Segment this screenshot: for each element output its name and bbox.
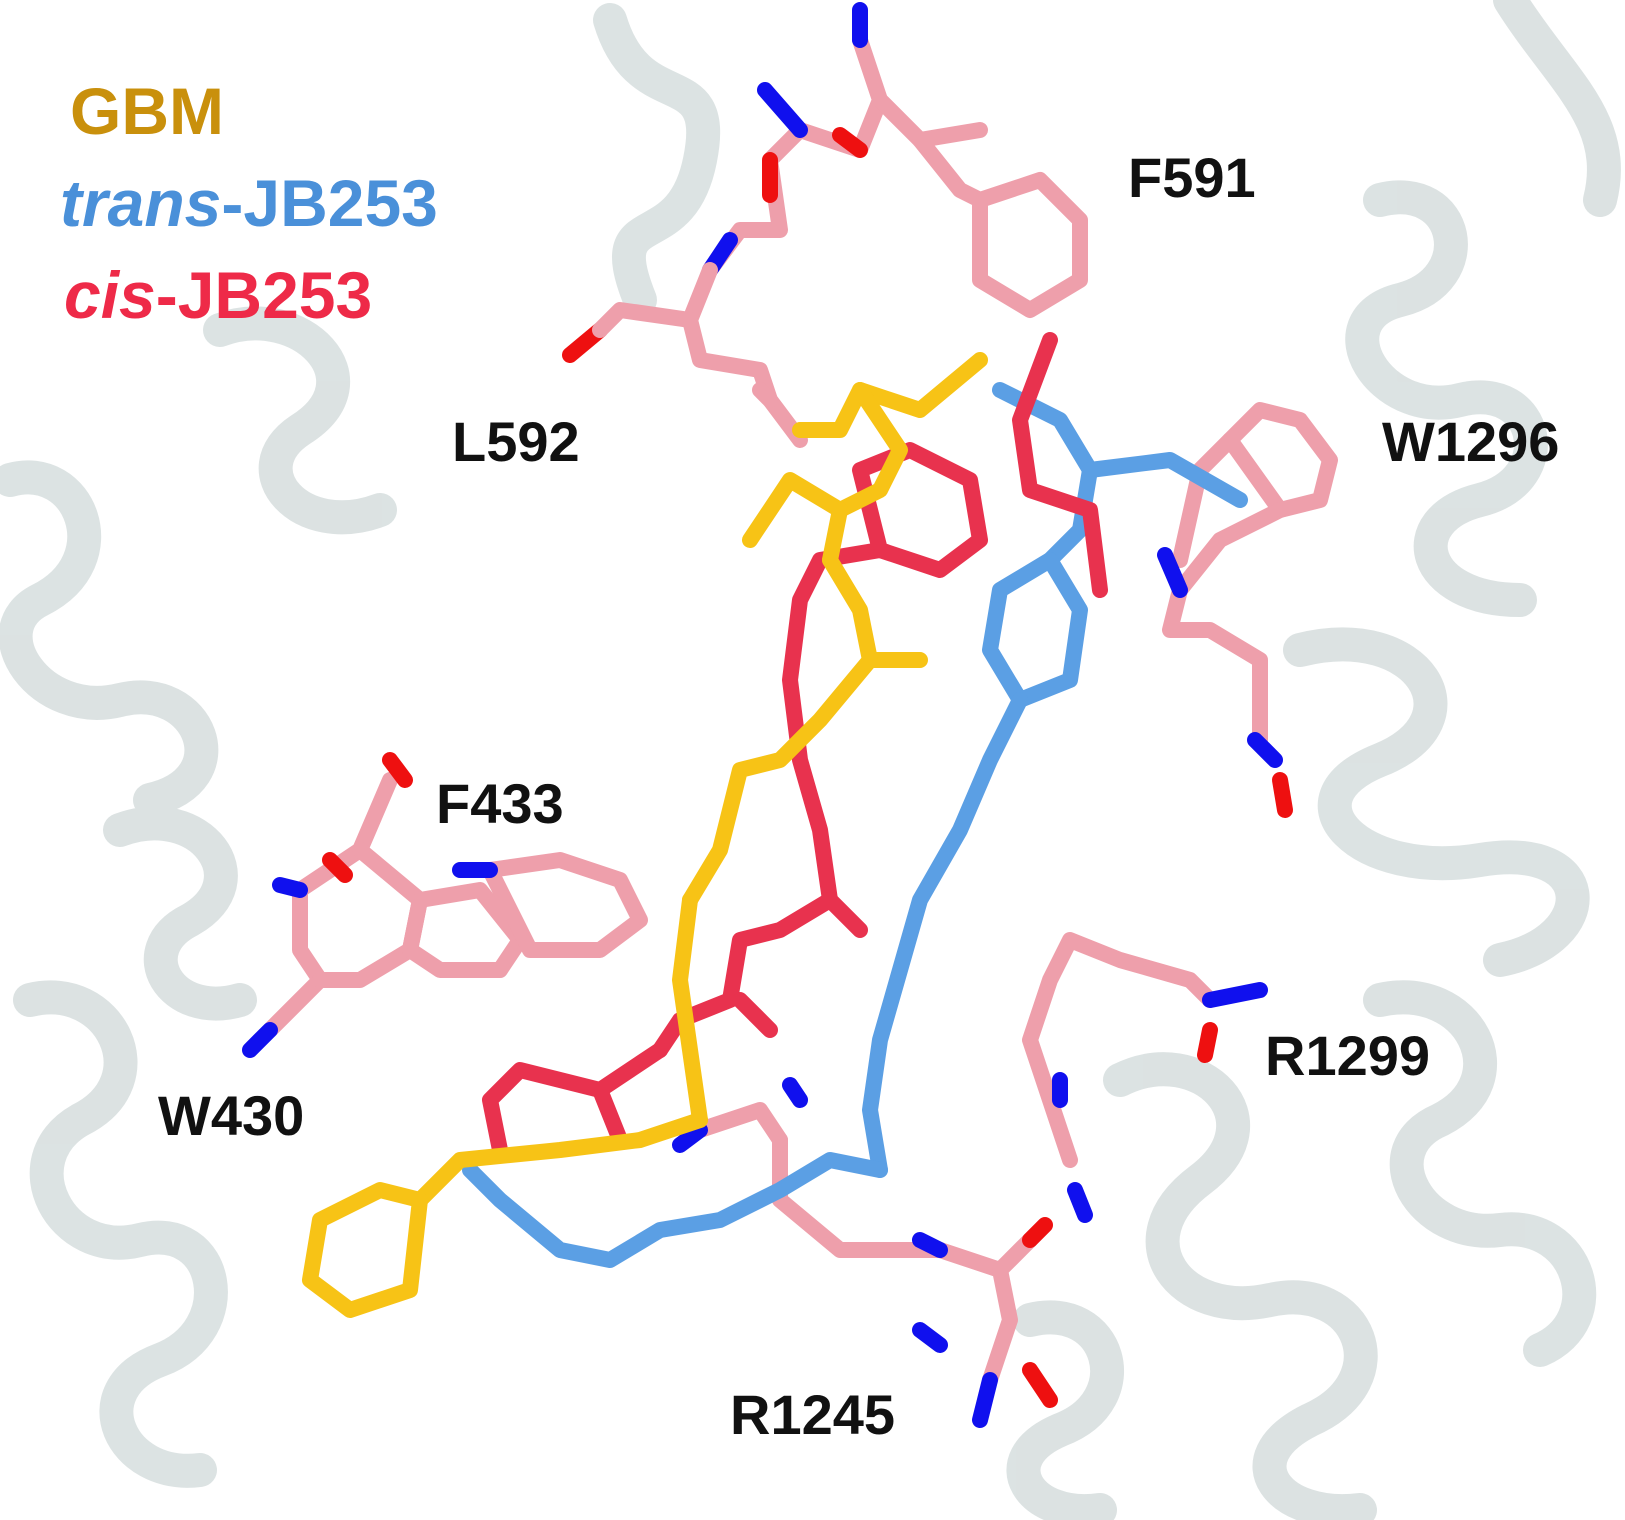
residue-r1299-sticks <box>1022 932 1218 1168</box>
ribbon-helix-bottom-right-2 <box>1363 980 1597 1367</box>
cis-jb253-sticks <box>482 332 1108 1158</box>
residue-w1296-heteroatoms <box>1157 547 1293 818</box>
label-f591: F591 <box>1128 146 1256 209</box>
residue-w430-sticks <box>262 772 648 1038</box>
ribbon-helix-right <box>1345 180 1548 617</box>
residue-w1296-sticks <box>1162 402 1338 748</box>
legend-trans-jb253: trans-JB253 <box>60 170 438 236</box>
residue-r1245-heteroatoms <box>672 1077 1058 1428</box>
trans-jb253-sticks <box>462 382 1248 1268</box>
label-r1299: R1299 <box>1265 1024 1431 1087</box>
legend-cis-jb253: cis-JB253 <box>64 262 372 328</box>
label-w430: W430 <box>158 1084 305 1147</box>
residue-w430-heteroatoms <box>242 752 498 1058</box>
label-l592: L592 <box>452 410 580 473</box>
ribbon-helix-top <box>593 3 721 317</box>
ribbon-helix-left-upper <box>203 306 397 535</box>
legend-trans-prefix: trans <box>60 166 222 240</box>
ribbon-helix-bottom <box>1006 1300 1125 1520</box>
label-r1245: R1245 <box>730 1383 896 1446</box>
residue-r1299-heteroatoms <box>1052 982 1268 1223</box>
ribbon-helix-left <box>0 460 219 817</box>
stick-models <box>242 2 1338 1428</box>
residue-l592-sticks <box>592 262 808 448</box>
legend-gbm-label: GBM <box>70 74 224 148</box>
ribbon-helix-right-lower <box>1283 627 1590 977</box>
residue-f591-sticks <box>702 32 1088 318</box>
legend-cis-suffix: -JB253 <box>155 258 373 332</box>
label-w1296: W1296 <box>1382 410 1560 473</box>
legend-trans-suffix: -JB253 <box>221 166 438 240</box>
ribbon-helix-left-lower <box>13 980 228 1488</box>
residue-r1245-sticks <box>692 1102 1038 1388</box>
ribbon-helix-top-right <box>1493 0 1621 217</box>
ribbon-helix-bottom-right <box>1103 1052 1378 1520</box>
legend-cis-prefix: cis <box>64 258 156 332</box>
gbm-sticks <box>302 352 988 1318</box>
ribbon-helix-left-mid <box>103 806 257 1021</box>
label-f433: F433 <box>436 772 564 835</box>
legend-gbm: GBM <box>70 78 224 144</box>
